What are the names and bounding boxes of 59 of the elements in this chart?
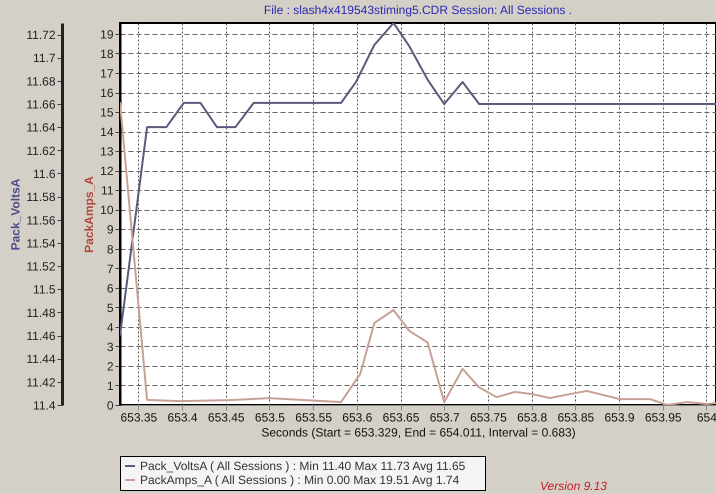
y-axis-title: Pack_VoltsA (8, 178, 22, 250)
y-tick-label: 11.7 (33, 51, 56, 66)
y-tick-label: 11.46 (26, 329, 56, 344)
x-tick-label: 653.85 (557, 410, 594, 424)
y2-tick-label: 19 (100, 27, 114, 42)
x-tick-label: 653.75 (470, 410, 508, 424)
y-tick-label: 11.72 (26, 28, 56, 42)
x-tick-label: 653.8 (517, 410, 548, 424)
y2-tick-label: 8 (106, 242, 114, 256)
y-tick-label: 11.58 (26, 190, 56, 204)
y2-tick-label: 16 (100, 86, 114, 100)
y2-tick-label: 5 (106, 300, 114, 315)
y2-tick-label: 1 (106, 378, 114, 393)
legend-label: Pack_VoltsA ( All Sessions ) : Min 11.40 Max 11.73 Avg 11.65 (140, 459, 466, 473)
x-tick-label: 653.4 (168, 410, 198, 424)
legend-label: PackAmps_A ( All Sessions ) : Min 0.00 Max 19.51 Avg 1.74 (140, 473, 460, 487)
x-tick-label: 653.6 (342, 410, 373, 424)
y-tick-label: 11.48 (26, 306, 56, 320)
y2-tick-label: 0 (106, 398, 114, 412)
y2-tick-label: 4 (106, 320, 114, 334)
y2-tick-label: 13 (100, 144, 114, 159)
y-tick-label: 11.42 (26, 375, 56, 390)
y-tick-label: 11.62 (26, 144, 56, 158)
line-series (120, 23, 716, 337)
y2-tick-label: 9 (106, 222, 114, 237)
y-tick-label: 11.56 (26, 213, 56, 228)
y-tick-label: 11.52 (26, 260, 56, 274)
y2-axis-title: PackAmps_A (82, 176, 96, 253)
x-tick-label: 653.45 (208, 410, 245, 424)
y-tick-label: 11.44 (26, 352, 56, 366)
text: Version 9.13 (540, 479, 608, 493)
y2-tick-label: 7 (106, 262, 114, 276)
x-tick-label: 653.55 (295, 410, 332, 424)
x-tick-label: 653.5 (254, 410, 286, 424)
line-series (120, 101, 716, 405)
y2-tick-label: 3 (106, 340, 114, 354)
y-tick-label: 11.6 (33, 166, 56, 181)
y2-tick-label: 2 (106, 359, 114, 374)
y2-tick-label: 10 (100, 203, 114, 218)
y-tick-label: 11.4 (33, 398, 56, 412)
x-tick-label: 653.95 (644, 410, 682, 424)
y2-tick-label: 11 (101, 184, 114, 198)
y2-tick-label: 17 (100, 66, 114, 80)
x-axis-title: Seconds (Start = 653.329, End = 654.011, Interval = 0.683) (261, 426, 576, 440)
y2-tick-label: 15 (100, 106, 114, 120)
y2-tick-label: 12 (100, 164, 114, 178)
x-tick-label: 653.35 (120, 410, 158, 424)
y2-tick-label: 18 (100, 46, 114, 61)
y2-tick-label: 6 (106, 281, 114, 296)
x-tick-label: 653.65 (382, 410, 420, 424)
chart-title: File : slash4x419543stiming5.CDR Session: All Sessions . (264, 3, 572, 17)
y2-tick-label: 14 (100, 125, 114, 140)
y-tick-label: 11.54 (26, 236, 56, 250)
y-tick-label: 11.68 (26, 74, 56, 88)
y-tick-label: 11.66 (26, 98, 56, 112)
x-tick-label: 653.9 (604, 410, 635, 424)
y-tick-label: 11.64 (26, 120, 56, 135)
x-tick-label: 653.7 (430, 410, 460, 424)
y-tick-label: 11.5 (33, 282, 56, 297)
